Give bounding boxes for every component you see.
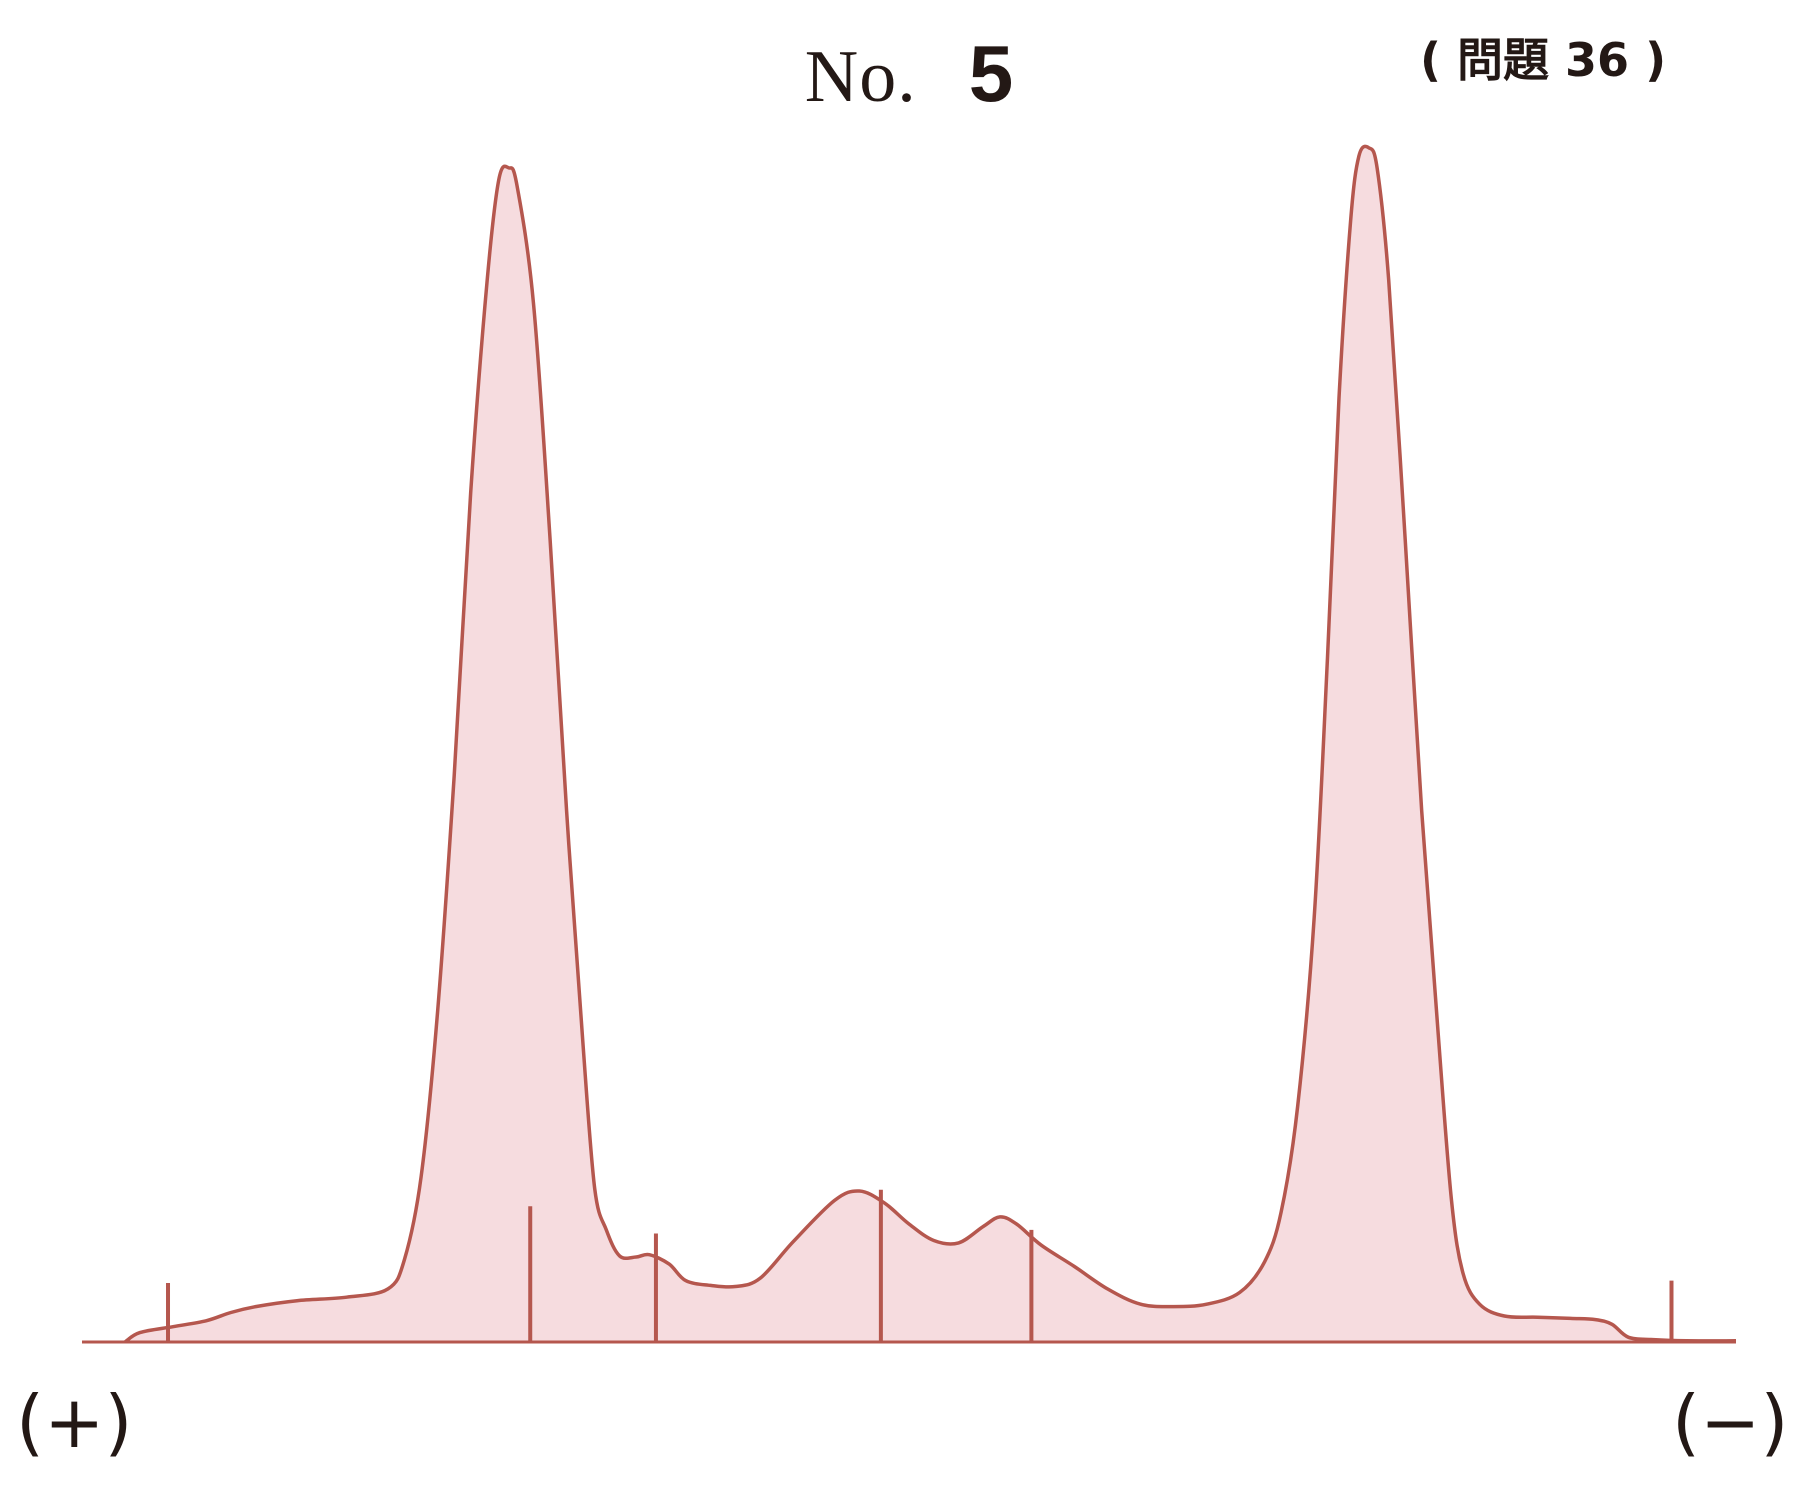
problem-reference: ( 問題 36 ) <box>1420 33 1667 87</box>
densitogram-curve <box>123 144 1737 1344</box>
title-number: 5 <box>968 29 1014 118</box>
fraction-dividers <box>166 1189 1674 1342</box>
cathode-label: (−) <box>1672 1380 1789 1464</box>
chart-title: No. 5 <box>0 28 1818 120</box>
anode-label: (+) <box>16 1380 133 1464</box>
title-prefix: No. <box>804 36 917 118</box>
curve-area-fill <box>125 146 1736 1342</box>
